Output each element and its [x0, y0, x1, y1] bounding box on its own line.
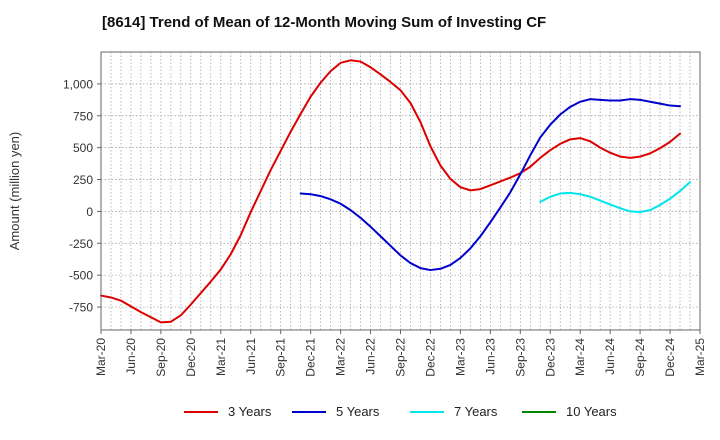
- legend-swatch-10-years: [522, 410, 556, 413]
- y-tick-label: -250: [69, 237, 93, 251]
- legend-label-7-years: 7 Years: [454, 404, 498, 419]
- x-tick-label: Mar-21: [214, 338, 228, 376]
- legend-label-5-years: 5 Years: [336, 404, 380, 419]
- plot-area-frame: [100, 51, 701, 331]
- x-tick-label: Jun-21: [244, 338, 258, 375]
- series-line-3-years: [100, 59, 682, 324]
- y-axis-label: Amount (million yen): [7, 132, 22, 251]
- y-tick-label: 500: [73, 141, 93, 155]
- chart-title: [8614] Trend of Mean of 12-Month Moving …: [102, 14, 547, 31]
- x-tick-label: Sep-24: [633, 338, 647, 377]
- series-line-5-years: [299, 98, 682, 272]
- x-tick-label: Dec-24: [663, 338, 677, 377]
- x-tick-label: Dec-23: [543, 338, 557, 377]
- y-tick-label: -500: [69, 269, 93, 283]
- legend-swatch-3-years: [184, 410, 218, 413]
- x-tick-label: Jun-20: [124, 338, 138, 375]
- x-tick-label: Dec-21: [304, 338, 318, 377]
- legend-label-10-years: 10 Years: [566, 404, 617, 419]
- x-tick-label: Mar-25: [693, 338, 707, 376]
- legend-swatch-5-years: [292, 410, 326, 413]
- y-tick-label: 1,000: [63, 77, 93, 91]
- legend-item-10-years: 10 Years: [522, 404, 617, 419]
- x-tick-label: Mar-20: [94, 338, 108, 376]
- x-tick-label: Sep-22: [394, 338, 408, 377]
- x-tick-label: Mar-22: [334, 338, 348, 376]
- legend: 3 Years 5 Years 7 Years 10 Years: [0, 404, 720, 426]
- y-tick-label: -750: [69, 301, 93, 315]
- legend-swatch-7-years: [410, 410, 444, 413]
- legend-item-7-years: 7 Years: [410, 404, 497, 419]
- y-tick-label: 750: [73, 109, 93, 123]
- legend-item-3-years: 3 Years: [184, 404, 271, 419]
- grid-lines: [100, 52, 701, 330]
- series-line-7-years: [539, 181, 692, 214]
- x-tick-label: Jun-22: [364, 338, 378, 375]
- x-tick-label: Jun-23: [483, 338, 497, 375]
- x-tick-label: Sep-20: [154, 338, 168, 377]
- y-tick-label: 0: [86, 205, 93, 219]
- x-tick-label: Mar-24: [573, 338, 587, 376]
- x-tick-label: Dec-20: [184, 338, 198, 377]
- legend-item-5-years: 5 Years: [292, 404, 379, 419]
- legend-label-3-years: 3 Years: [228, 404, 272, 419]
- x-axis-ticks: Mar-20 Jun-20 Sep-20 Dec-20 Mar-21 Jun-21 Sep-…: [94, 330, 707, 377]
- x-tick-label: Sep-21: [274, 338, 288, 377]
- y-axis-ticks: -750 -500 -250 0 250 500 750 1,000: [63, 77, 101, 315]
- y-tick-label: 250: [73, 173, 93, 187]
- x-tick-label: Sep-23: [513, 338, 527, 377]
- x-tick-label: Mar-23: [453, 338, 467, 376]
- line-chart: -750 -500 -250 0 250 500 750 1,000 Mar-20 Jun-20…: [7, 51, 707, 377]
- x-tick-label: Dec-22: [423, 338, 437, 377]
- x-tick-label: Jun-24: [603, 338, 617, 375]
- series-lines: [100, 59, 692, 324]
